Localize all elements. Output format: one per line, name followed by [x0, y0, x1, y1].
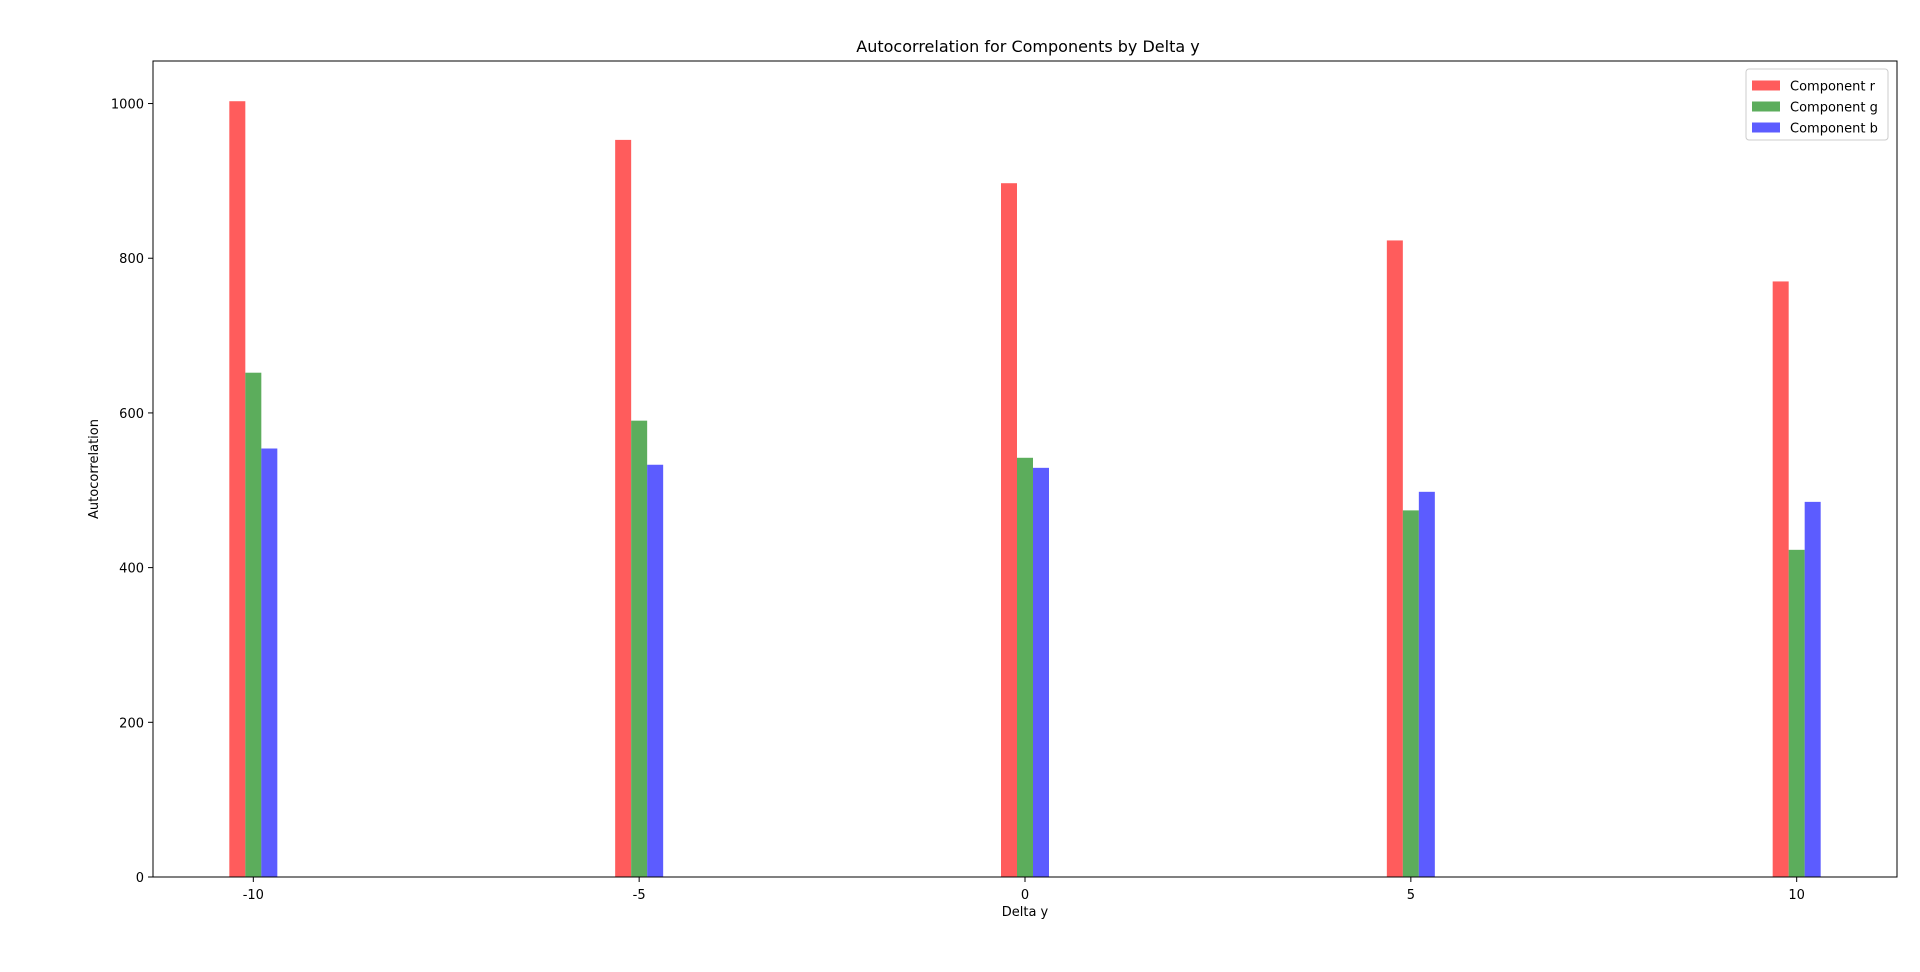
y-tick-label: 600	[119, 407, 144, 422]
legend: Component r Component g Component b	[1745, 68, 1889, 141]
legend-label: Component g	[1790, 101, 1878, 116]
x-tick-label: -5	[633, 888, 646, 903]
x-tick-label: 5	[1407, 888, 1415, 903]
bar-component-b--5	[647, 464, 664, 877]
plot-area	[229, 101, 1821, 878]
legend-swatch	[1752, 101, 1780, 112]
legend-swatch	[1752, 80, 1780, 91]
chart-title: Autocorrelation for Components by Delta …	[856, 37, 1199, 56]
y-tick-label: 800	[119, 252, 144, 267]
bar-component-r-0	[1001, 183, 1017, 877]
bar-component-r--5	[615, 139, 632, 877]
legend-swatch	[1752, 122, 1780, 133]
x-tick-label: 10	[1788, 888, 1805, 903]
x-tick-label: 0	[1021, 888, 1029, 903]
y-tick-label: 400	[119, 562, 144, 577]
bar-component-b--10	[261, 448, 278, 877]
bar-component-g--10	[245, 372, 262, 877]
bar-component-g-0	[1017, 457, 1033, 877]
y-tick-label: 1000	[111, 98, 144, 113]
x-axis-label: Delta y	[1002, 905, 1049, 920]
x-tick-label: -10	[243, 888, 264, 903]
bar-component-b-10	[1804, 501, 1821, 877]
bar-component-b-5	[1418, 491, 1435, 877]
bar-component-g-5	[1402, 510, 1419, 877]
legend-box	[1745, 68, 1889, 141]
y-tick-label: 200	[119, 716, 144, 731]
y-axis-label: Autocorrelation	[87, 419, 102, 519]
x-axis: -10 -5 0 5 10	[243, 877, 1805, 903]
bar-component-g-10	[1788, 549, 1805, 877]
legend-label: Component b	[1790, 122, 1878, 137]
y-tick-label: 0	[136, 871, 144, 886]
bar-component-g--5	[631, 420, 648, 877]
bar-component-r--10	[229, 101, 246, 878]
bar-component-r-10	[1772, 281, 1789, 877]
legend-label: Component r	[1790, 80, 1876, 95]
bar-component-r-5	[1386, 240, 1403, 877]
bar-component-b-0	[1033, 467, 1049, 877]
y-axis: 0 200 400 600 800 1000	[111, 98, 153, 886]
